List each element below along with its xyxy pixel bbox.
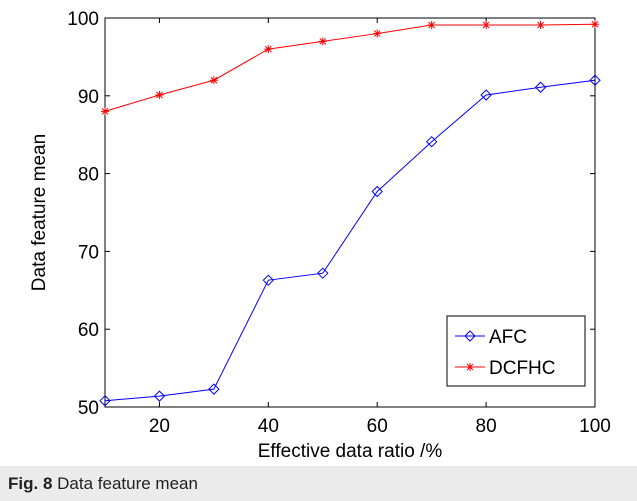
plot-area: 50 60 70 80 90 100 20 40 60 80 100 Effective data r…: [29, 9, 611, 462]
y-tick-label: 90: [78, 87, 99, 108]
caption-text: Data feature mean: [57, 474, 198, 493]
legend-marker-dcfhc: [466, 363, 474, 371]
figure-caption: Fig. 8 Data feature mean: [0, 466, 637, 501]
legend-box: [446, 315, 586, 387]
x-tick-label: 100: [579, 416, 611, 437]
data-point-dcfhc: [209, 76, 218, 85]
y-tick-label: 60: [78, 320, 99, 341]
y-tick-label: 80: [78, 165, 99, 186]
series-line-dcfhc: [104, 23, 596, 112]
y-tick-label: 70: [78, 242, 99, 263]
legend-label-afc: AFC: [489, 327, 527, 348]
data-point-dcfhc: [591, 20, 599, 29]
legend-marker-afc: [464, 330, 476, 342]
data-point-dcfhc: [373, 29, 382, 38]
data-point-afc: [153, 390, 166, 402]
data-point-dcfhc: [155, 91, 164, 100]
caption-label: Fig. 8: [8, 474, 53, 493]
data-point-dcfhc: [482, 21, 491, 30]
data-point-afc: [589, 74, 601, 86]
x-tick-label: 20: [149, 416, 170, 437]
x-tick-label: 80: [476, 416, 497, 437]
y-tick-label: 100: [67, 9, 99, 30]
data-point-dcfhc: [427, 21, 436, 30]
y-tick-label: 50: [78, 398, 99, 419]
data-point-afc: [534, 81, 547, 93]
data-point-afc: [99, 395, 111, 407]
data-point-afc: [480, 89, 492, 101]
data-point-afc: [425, 135, 438, 148]
data-point-dcfhc: [101, 107, 109, 116]
x-tick-label: 40: [258, 416, 279, 437]
data-point-afc: [262, 274, 275, 286]
series-line-afc: [104, 79, 596, 402]
x-axis-label: Effective data ratio /%: [258, 441, 443, 462]
data-point-afc: [317, 267, 329, 279]
legend-label-dcfhc: DCFHC: [489, 358, 556, 379]
data-point-dcfhc: [536, 21, 545, 30]
data-point-afc: [371, 185, 383, 198]
data-point-dcfhc: [318, 37, 327, 46]
data-point-dcfhc: [264, 45, 273, 54]
x-tick-label: 60: [367, 416, 388, 437]
y-axis-label: Data feature mean: [29, 134, 50, 291]
data-point-afc: [208, 383, 220, 395]
